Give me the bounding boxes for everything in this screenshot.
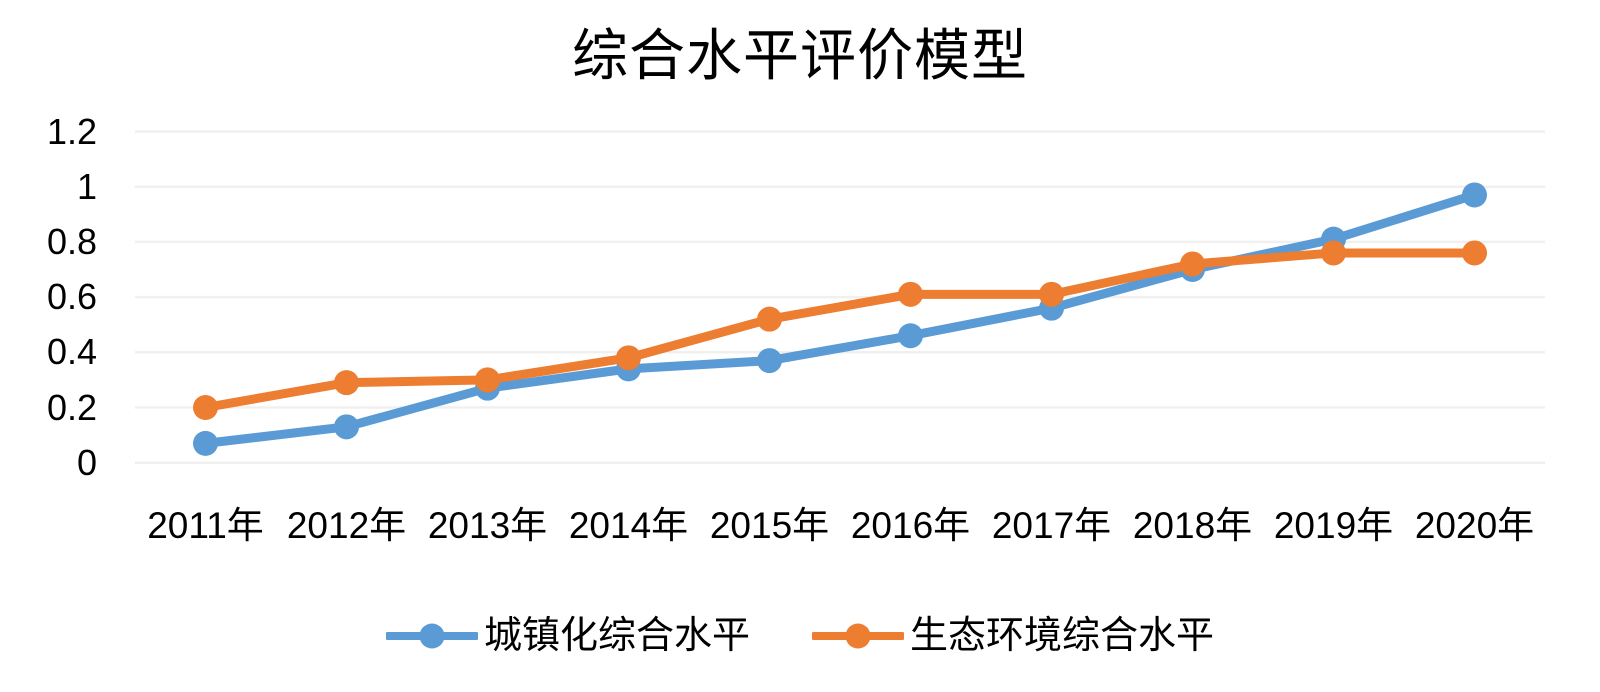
x-axis-tick-label: 2016年: [850, 505, 971, 546]
x-axis-tick-label: 2012年: [286, 505, 407, 546]
series-line-1: [201, 248, 1479, 412]
data-point-1-2: [475, 367, 500, 393]
legend-line-marker-icon: [812, 623, 904, 649]
data-point-1-6: [1039, 281, 1064, 307]
legend-label: 生态环境综合水平: [910, 615, 1215, 657]
data-point-1-7: [1180, 251, 1205, 277]
x-axis-tick-label: 2019年: [1273, 505, 1394, 546]
data-point-1-9: [1462, 240, 1487, 266]
data-point-1-5: [898, 281, 923, 307]
legend: 城镇化综合水平 生态环境综合水平: [0, 610, 1600, 662]
legend-label: 城镇化综合水平: [483, 615, 750, 657]
legend-line-marker-icon: [385, 623, 478, 649]
legend-item-1: 生态环境综合水平: [812, 610, 1214, 662]
x-axis-tick-label: 2014年: [568, 505, 689, 546]
chart-title: 综合水平评价模型: [572, 26, 1028, 88]
x-axis-tick-label: 2011年: [147, 505, 264, 546]
y-axis-tick-label: 0.6: [46, 276, 97, 318]
data-point-1-8: [1321, 240, 1346, 266]
x-axis-tick-label: 2015年: [709, 505, 830, 546]
data-point-1-4: [757, 306, 782, 332]
y-axis-tick-label: 0: [76, 441, 97, 483]
x-axis-tick-label: 2018年: [1132, 505, 1253, 546]
y-axis-tick-label: 0.8: [46, 220, 97, 262]
y-axis-tick-label: 0.2: [46, 386, 97, 428]
x-axis-tick-label: 2017年: [991, 505, 1112, 546]
series-line-0: [201, 190, 1479, 448]
y-axis-tick-label: 0.4: [46, 331, 97, 373]
data-point-0-5: [898, 323, 923, 349]
data-point-1-3: [616, 345, 641, 371]
data-point-1-1: [334, 370, 359, 396]
x-axis-tick-label: 2020年: [1414, 505, 1535, 546]
x-axis-tick-label: 2013年: [427, 505, 548, 546]
legend-item-0: 城镇化综合水平: [385, 610, 750, 662]
data-point-0-4: [757, 348, 782, 374]
data-point-0-1: [334, 414, 359, 440]
y-axis-tick-label: 1.2: [46, 110, 97, 152]
data-point-0-0: [193, 430, 218, 456]
data-point-0-9: [1462, 182, 1487, 208]
data-point-1-0: [193, 395, 218, 420]
y-axis-tick-label: 1: [76, 165, 97, 207]
